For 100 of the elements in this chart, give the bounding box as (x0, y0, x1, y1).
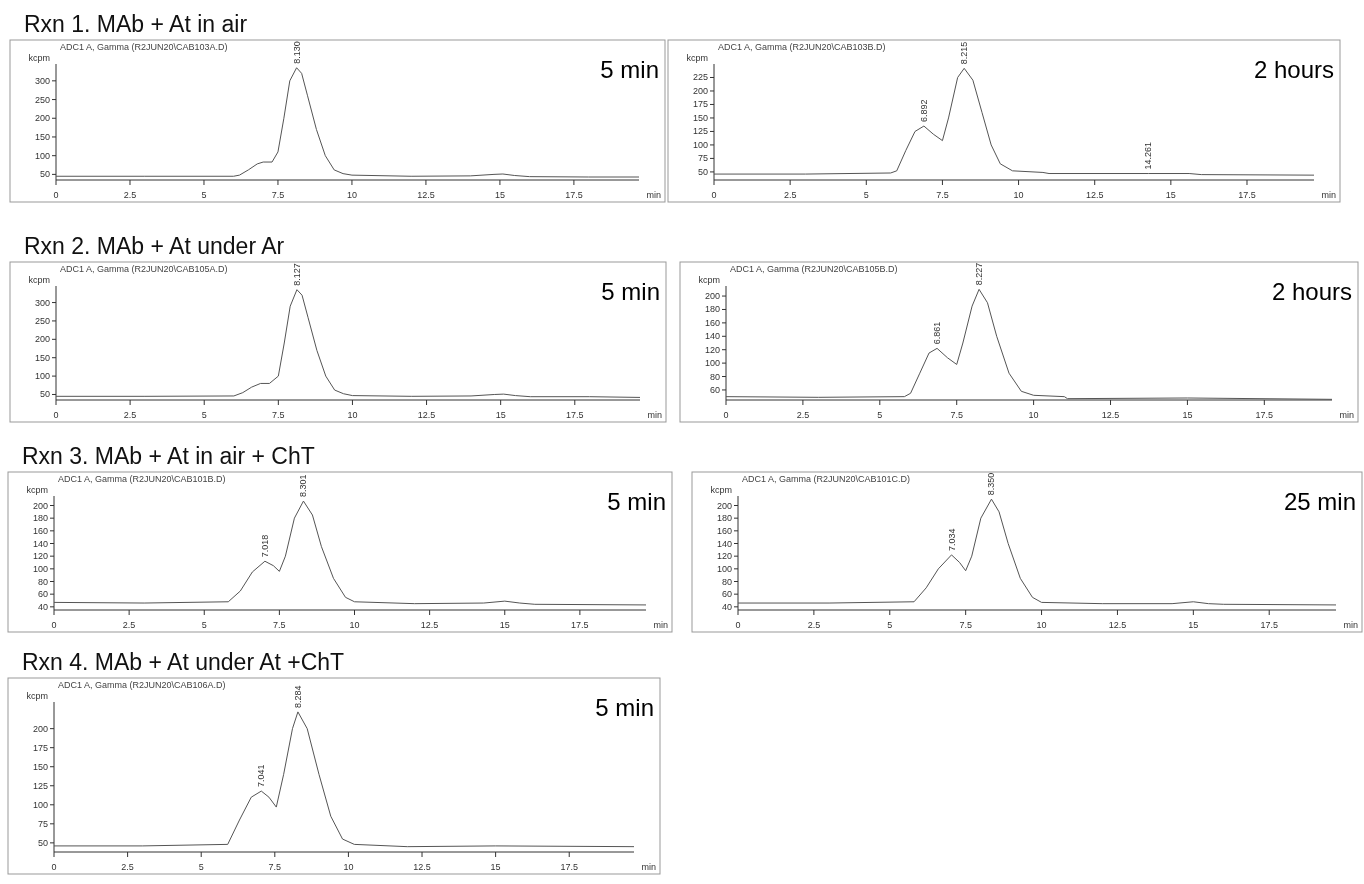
x-tick-label: 7.5 (273, 620, 286, 630)
chart-subtitle: ADC1 A, Gamma (R2JUN20\CAB105A.D) (60, 264, 228, 274)
x-tick-label: 0 (51, 862, 57, 872)
x-tick-label: 2.5 (122, 620, 136, 630)
x-tick-label: 12.5 (1085, 190, 1104, 200)
x-tick-label: 15 (495, 410, 506, 420)
y-tick-label: 200 (692, 85, 708, 96)
y-tick-label: 160 (32, 525, 48, 536)
x-tick-label: 2.5 (807, 620, 821, 630)
y-tick-label: 80 (721, 576, 732, 587)
y-tick-label: 200 (704, 291, 720, 302)
x-tick-label: 2.5 (796, 410, 810, 420)
y-tick-label: 150 (692, 112, 708, 123)
chart-subtitle: ADC1 A, Gamma (R2JUN20\CAB105B.D) (730, 264, 898, 274)
y-axis-title: kcpm (28, 275, 50, 285)
y-tick-label: 200 (716, 500, 732, 511)
annotation: 8.284 (292, 685, 303, 708)
y-tick-label: 180 (716, 513, 732, 524)
x-tick-label: 7.5 (268, 862, 282, 872)
x-tick-label: 5 (198, 862, 204, 872)
y-tick-label: 200 (34, 113, 50, 124)
x-tick-label: 10 (1028, 410, 1039, 420)
annotation: 2 hours (1271, 278, 1352, 305)
x-axis-title: min (1339, 410, 1354, 420)
x-tick-label: 12.5 (417, 410, 436, 420)
y-tick-label: 60 (37, 589, 48, 600)
annotation: 6.861 (932, 321, 943, 345)
x-tick-label: 2.5 (123, 410, 137, 420)
y-axis-title: kcpm (698, 275, 720, 285)
x-axis-title: min (641, 862, 656, 872)
y-tick-label: 40 (721, 601, 732, 612)
x-tick-label: 17.5 (566, 410, 584, 420)
chart-subtitle: ADC1 A, Gamma (R2JUN20\CAB106A.D) (58, 680, 226, 690)
x-tick-label: 0 (723, 410, 729, 420)
x-tick-label: 5 (887, 620, 893, 630)
x-tick-label: 12.5 (417, 190, 435, 200)
x-tick-label: 7.5 (959, 620, 972, 630)
x-tick-label: 7.5 (950, 410, 963, 420)
y-tick-label: 100 (704, 358, 720, 369)
y-tick-label: 50 (697, 166, 708, 177)
y-tick-label: 75 (37, 818, 48, 829)
annotation: 8.350 (986, 472, 997, 496)
x-tick-label: 10 (349, 620, 360, 630)
chart-subtitle: ADC1 A, Gamma (R2JUN20\CAB103A.D) (60, 42, 228, 52)
annotation: 2 hours (1253, 56, 1334, 83)
y-tick-label: 140 (704, 331, 720, 342)
y-tick-label: 225 (692, 72, 708, 83)
y-tick-label: 125 (692, 126, 708, 137)
y-tick-label: 100 (716, 563, 732, 574)
x-tick-label: 17.5 (560, 862, 578, 872)
x-tick-label: 2.5 (123, 190, 137, 200)
y-axis-title: kcpm (26, 691, 48, 701)
y-tick-label: 120 (716, 551, 732, 562)
x-tick-label: 5 (863, 190, 869, 200)
y-tick-label: 200 (34, 334, 50, 345)
x-tick-label: 0 (711, 190, 717, 200)
x-tick-label: 15 (499, 620, 510, 630)
x-axis-title: min (1343, 620, 1358, 630)
x-tick-label: 17.5 (1238, 190, 1256, 200)
y-axis-title: kcpm (710, 485, 732, 495)
x-tick-label: 10 (347, 410, 358, 420)
y-tick-label: 100 (692, 139, 708, 150)
y-tick-label: 160 (716, 525, 732, 536)
y-tick-label: 140 (716, 538, 732, 549)
y-tick-label: 75 (697, 153, 708, 164)
chart-title: Rxn 3. MAb + At in air + ChT (22, 443, 315, 469)
annotation: 8.127 (291, 263, 302, 286)
x-tick-label: 7.5 (936, 190, 949, 200)
x-tick-label: 5 (201, 190, 207, 200)
annotation: 5 min (601, 278, 660, 305)
chart-subtitle: ADC1 A, Gamma (R2JUN20\CAB103B.D) (718, 42, 886, 52)
y-tick-label: 50 (37, 837, 48, 848)
annotation: 7.034 (946, 528, 957, 551)
y-tick-label: 160 (704, 317, 720, 328)
y-tick-label: 300 (34, 297, 50, 308)
x-tick-label: 17.5 (1255, 410, 1274, 420)
x-tick-label: 10 (343, 862, 354, 872)
y-tick-label: 175 (32, 742, 48, 753)
y-tick-label: 40 (37, 601, 48, 612)
x-tick-label: 17.5 (571, 620, 589, 630)
x-tick-label: 17.5 (1260, 620, 1278, 630)
y-tick-label: 100 (32, 563, 48, 574)
annotation: 5 min (595, 694, 654, 721)
chart-subtitle: ADC1 A, Gamma (R2JUN20\CAB101C.D) (742, 474, 911, 484)
x-tick-label: 7.5 (272, 410, 285, 420)
annotation: 7.041 (256, 764, 267, 788)
y-tick-label: 80 (37, 576, 48, 587)
y-tick-label: 250 (34, 315, 50, 326)
x-tick-label: 2.5 (783, 190, 797, 200)
y-tick-label: 150 (32, 761, 48, 772)
annotation: 5 min (607, 488, 666, 515)
x-tick-label: 5 (201, 410, 207, 420)
x-tick-label: 12.5 (413, 862, 431, 872)
x-tick-label: 10 (346, 190, 357, 200)
annotation: 5 min (600, 56, 659, 83)
x-tick-label: 15 (1165, 190, 1176, 200)
y-tick-label: 140 (32, 538, 48, 549)
x-tick-label: 15 (494, 190, 505, 200)
chart-title: Rxn 4. MAb + At under At +ChT (22, 649, 345, 675)
x-tick-label: 10 (1036, 620, 1047, 630)
